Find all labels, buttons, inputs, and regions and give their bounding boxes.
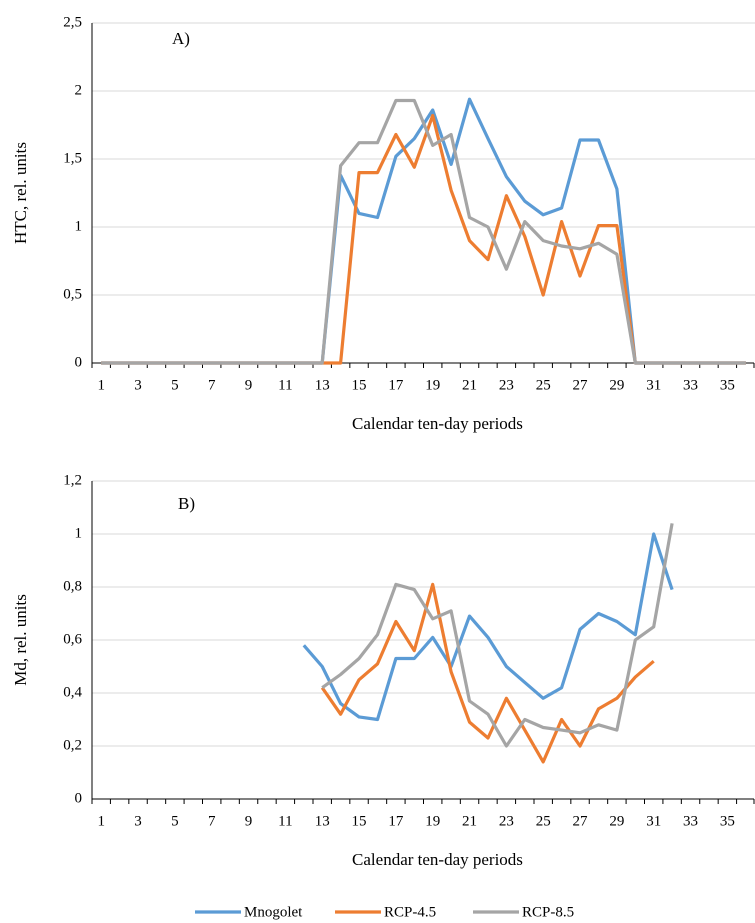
x-tick-label: 1 xyxy=(97,813,105,829)
x-tick-label: 33 xyxy=(683,813,698,829)
series-line xyxy=(302,532,674,722)
y-tick-label: 0,6 xyxy=(63,631,82,647)
x-tick-label: 13 xyxy=(315,813,330,829)
x-axis-title: Calendar ten-day periods xyxy=(352,850,523,869)
y-tick-label: 0 xyxy=(75,354,83,370)
y-tick-label: 0,4 xyxy=(63,684,82,700)
legend-label: Mnogolet xyxy=(244,904,303,920)
x-tick-label: 3 xyxy=(134,377,142,393)
y-tick-label: 2,5 xyxy=(63,14,82,30)
x-tick-label: 19 xyxy=(425,813,440,829)
x-axis-title: Calendar ten-day periods xyxy=(352,414,523,433)
x-tick-label: 31 xyxy=(646,813,661,829)
x-tick-label: 25 xyxy=(536,813,551,829)
y-tick-label: 0,2 xyxy=(63,737,82,753)
x-tick-label: 5 xyxy=(171,813,179,829)
x-tick-label: 21 xyxy=(462,377,477,393)
x-tick-label: 19 xyxy=(425,377,440,393)
x-tick-label: 11 xyxy=(278,377,292,393)
x-tick-label: 11 xyxy=(278,813,292,829)
y-axis-title: HTC, rel. units xyxy=(11,142,30,244)
y-axis-title: Md, rel. units xyxy=(11,594,30,686)
x-tick-label: 31 xyxy=(646,377,661,393)
x-tick-label: 7 xyxy=(208,813,216,829)
x-tick-label: 3 xyxy=(134,813,142,829)
y-tick-label: 1,2 xyxy=(63,472,82,488)
x-tick-label: 15 xyxy=(352,377,367,393)
x-tick-label: 17 xyxy=(388,377,404,393)
x-tick-label: 29 xyxy=(609,377,624,393)
x-tick-label: 27 xyxy=(573,377,589,393)
x-tick-label: 5 xyxy=(171,377,179,393)
y-tick-label: 1 xyxy=(75,218,83,234)
x-tick-label: 29 xyxy=(609,813,624,829)
y-tick-label: 1 xyxy=(75,525,83,541)
x-tick-label: 33 xyxy=(683,377,698,393)
y-tick-label: 0,5 xyxy=(63,286,82,302)
x-tick-label: 17 xyxy=(388,813,404,829)
x-tick-label: 25 xyxy=(536,377,551,393)
x-tick-label: 23 xyxy=(499,813,514,829)
x-tick-label: 21 xyxy=(462,813,477,829)
series-line xyxy=(321,523,674,748)
annotation: A) xyxy=(172,29,190,48)
x-tick-label: 13 xyxy=(315,377,330,393)
x-tick-label: 35 xyxy=(720,377,735,393)
x-tick-label: 1 xyxy=(97,377,105,393)
y-tick-label: 1,5 xyxy=(63,150,82,166)
annotation: B) xyxy=(178,494,195,513)
series-line xyxy=(101,98,746,365)
x-tick-label: 35 xyxy=(720,813,735,829)
legend-label: RCP-8.5 xyxy=(522,904,574,920)
x-tick-label: 23 xyxy=(499,377,514,393)
y-tick-label: 2 xyxy=(75,82,83,98)
legend-label: RCP-4.5 xyxy=(384,904,436,920)
series-line xyxy=(320,582,655,764)
x-tick-label: 9 xyxy=(245,813,253,829)
x-tick-label: 9 xyxy=(245,377,253,393)
y-tick-label: 0 xyxy=(75,790,83,806)
series-line xyxy=(101,113,746,365)
x-tick-label: 7 xyxy=(208,377,216,393)
x-tick-label: 15 xyxy=(352,813,367,829)
y-tick-label: 0,8 xyxy=(63,578,82,594)
x-tick-label: 27 xyxy=(573,813,589,829)
